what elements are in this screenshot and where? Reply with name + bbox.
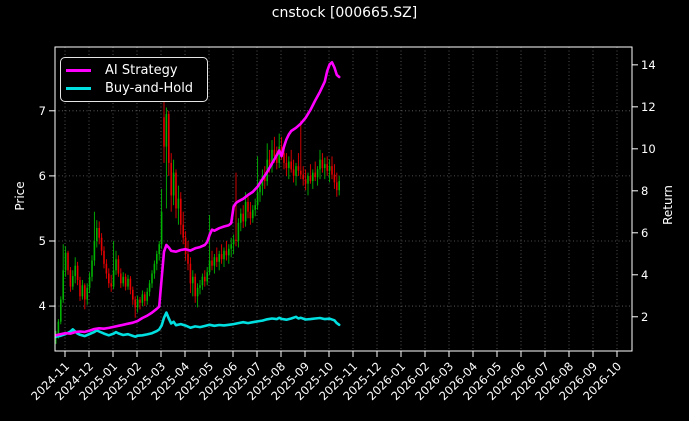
- legend: AI Strategy Buy-and-Hold: [60, 57, 208, 102]
- return-axis-label: Return: [661, 185, 675, 225]
- legend-label-ai-strategy: AI Strategy: [105, 63, 178, 78]
- svg-text:10: 10: [641, 142, 656, 156]
- svg-text:8: 8: [641, 184, 648, 198]
- buy-and-hold-line: [54, 311, 341, 338]
- ai-strategy-line-swatch: [66, 69, 91, 72]
- svg-text:12: 12: [641, 100, 656, 114]
- legend-item-buy-and-hold: Buy-and-Hold: [66, 81, 199, 96]
- legend-item-ai-strategy: AI Strategy: [66, 63, 199, 78]
- svg-text:7: 7: [39, 104, 46, 118]
- candlestick-series: [55, 78, 340, 344]
- svg-text:6: 6: [641, 226, 648, 240]
- svg-text:5: 5: [39, 234, 46, 248]
- svg-text:14: 14: [641, 58, 656, 72]
- svg-text:4: 4: [641, 268, 648, 282]
- plot-spines: [54, 46, 633, 352]
- legend-label-buy-and-hold: Buy-and-Hold: [105, 81, 194, 96]
- price-axis-label: Price: [13, 181, 27, 211]
- svg-text:6: 6: [39, 169, 46, 183]
- svg-text:2: 2: [641, 310, 648, 324]
- chart-title: cnstock [000665.SZ]: [271, 5, 418, 21]
- buy-and-hold-line-swatch: [66, 87, 91, 90]
- ai-strategy-line: [54, 61, 341, 337]
- axis-ticks: [49, 64, 638, 357]
- svg-text:4: 4: [39, 299, 46, 313]
